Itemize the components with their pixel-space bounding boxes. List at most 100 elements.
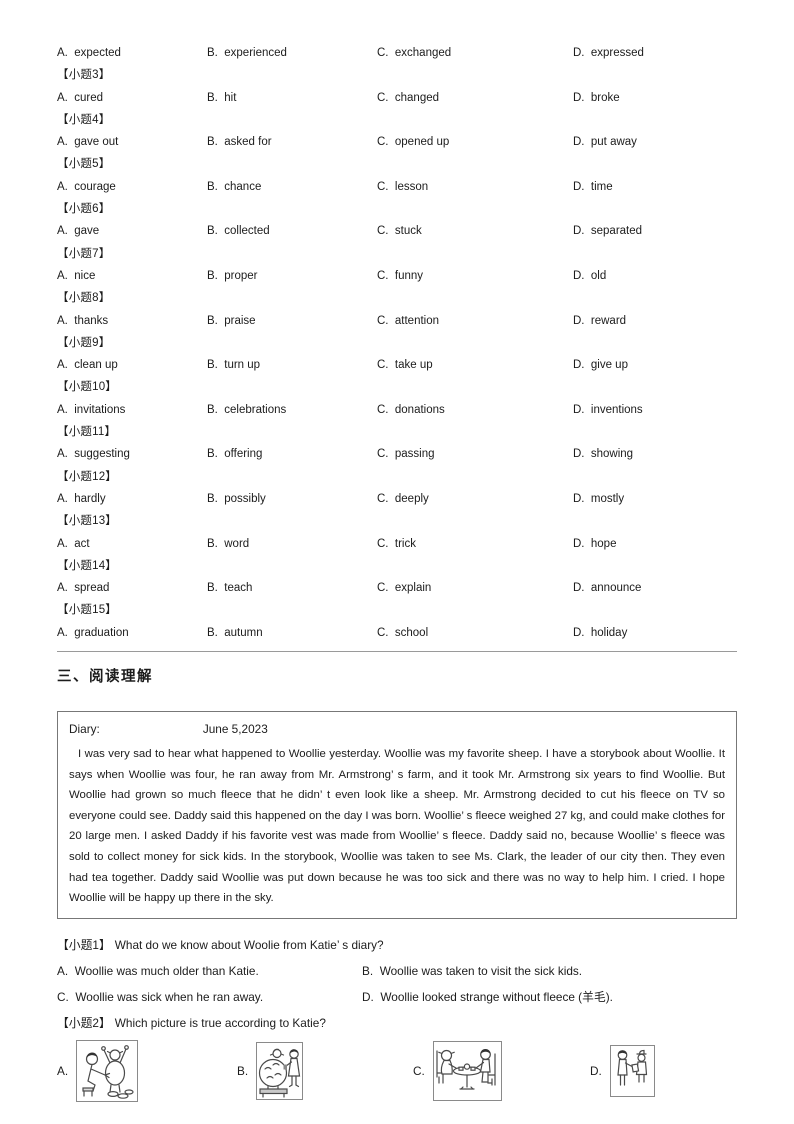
picture-option-b: B. (237, 1040, 413, 1102)
options-row: A. courage B. chance C. lesson D. time (57, 176, 737, 198)
question-number-label: 【小题12】 (57, 470, 117, 483)
option: A. cured (57, 91, 104, 104)
option-letter: C. (413, 1063, 425, 1078)
option: D. hope (573, 537, 617, 550)
diary-box: Diary: June 5,2023 I was very sad to hear… (57, 711, 737, 919)
option: A. graduation (57, 626, 129, 639)
question-number-label: 【小题8】 (57, 292, 111, 305)
option: C. passing (377, 448, 435, 461)
option: A. thanks (57, 314, 109, 327)
option: D. Woollie looked strange without fleece… (362, 989, 613, 1004)
option: B. collected (207, 225, 270, 238)
option-letter: A. (57, 1063, 69, 1078)
option: A. Woollie was much older than Katie. (57, 963, 259, 978)
option: D. separated (573, 225, 643, 238)
option: B. chance (207, 180, 262, 193)
reading-questions: 【小题1】 What do we know about Woolie from K… (57, 932, 737, 1102)
question-number-label: 【小题1】 (57, 937, 111, 952)
option: C. funny (377, 269, 424, 282)
option: D. put away (573, 136, 637, 149)
option: B. praise (207, 314, 256, 327)
options-row: A. expected B. experienced C. exchanged … (57, 42, 737, 64)
reading-question-2: 【小题2】 Which picture is true according to … (57, 1010, 737, 1036)
question-number-label: 【小题15】 (57, 604, 117, 617)
options-row: A. suggesting B. offering C. passing D. … (57, 443, 737, 465)
option: C. Woollie was sick when he ran away. (57, 989, 264, 1004)
picture-option-c: C. (413, 1040, 590, 1102)
question-number-label: 【小题5】 (57, 158, 111, 171)
diary-date: June 5,2023 (202, 722, 268, 737)
options-row: A. cured B. hit C. changed D. broke (57, 87, 737, 109)
option: A. gave (57, 225, 100, 238)
question-number-label: 【小题6】 (57, 203, 111, 216)
option: B. turn up (207, 359, 261, 372)
question-number-label: 【小题3】 (57, 69, 111, 82)
option: D. reward (573, 314, 627, 327)
option: D. showing (573, 448, 634, 461)
option: C. opened up (377, 136, 450, 149)
question-number-label: 【小题9】 (57, 336, 111, 349)
question-number-label: 【小题2】 (57, 1015, 111, 1030)
options-row: A. act B. word C. trick D. hope (57, 533, 737, 555)
option: B. Woollie was taken to visit the sick k… (362, 963, 583, 978)
option: C. explain (377, 582, 432, 595)
question-number-label: 【小题11】 (57, 426, 117, 439)
cloze-options-section: A. expected B. experienced C. exchanged … (57, 42, 737, 644)
option: B. asked for (207, 136, 272, 149)
option-letter: D. (590, 1063, 602, 1078)
options-row: A. gave out B. asked for C. opened up D.… (57, 131, 737, 153)
girl-shearing-sheep-drawing (76, 1039, 139, 1102)
option: A. nice (57, 269, 96, 282)
option: D. old (573, 269, 607, 282)
option: D. expressed (573, 47, 644, 59)
question-number-label: 【小题14】 (57, 559, 117, 572)
question-text: What do we know about Woolie from Katie’… (114, 937, 384, 952)
options-row: A. gave B. collected C. stuck D. separat… (57, 220, 737, 242)
diary-body-text: I was very sad to hear what happened to … (69, 748, 725, 905)
options-row: A. spread B. teach C. explain D. announc… (57, 577, 737, 599)
option: A. invitations (57, 403, 126, 416)
options-row: A. clean up B. turn up C. take up D. giv… (57, 354, 737, 376)
option: B. proper (207, 269, 258, 282)
option: C. exchanged (377, 47, 452, 59)
option: A. expected (57, 47, 121, 59)
option: A. act (57, 537, 90, 550)
option: C. lesson (377, 180, 429, 193)
question-text: Which picture is true according to Katie… (114, 1015, 326, 1030)
option: B. offering (207, 448, 263, 461)
section-divider (57, 651, 737, 653)
option: C. deeply (377, 492, 429, 505)
option: B. possibly (207, 492, 266, 505)
picture-option-d: D. (590, 1040, 737, 1102)
picture-option-a: A. (57, 1039, 237, 1102)
options-row: A. graduation B. autumn C. school D. hol… (57, 622, 737, 644)
section-title: 三、阅读理解 (57, 668, 153, 686)
option: D. inventions (573, 403, 643, 416)
option: A. spread (57, 582, 110, 595)
option: D. holiday (573, 626, 628, 639)
option: A. hardly (57, 492, 106, 505)
diary-header: Diary: June 5,2023 (69, 719, 725, 739)
option: C. changed (377, 91, 440, 104)
question-number-label: 【小题13】 (57, 515, 117, 528)
option: B. celebrations (207, 403, 287, 416)
option: C. attention (377, 314, 440, 327)
question-number-label: 【小题4】 (57, 113, 111, 126)
option: C. stuck (377, 225, 422, 238)
option: D. give up (573, 359, 628, 372)
option: C. take up (377, 359, 433, 372)
option-letter: B. (237, 1063, 249, 1078)
option: C. school (377, 626, 429, 639)
option: B. teach (207, 582, 253, 595)
option: B. hit (207, 91, 237, 104)
woman-with-dressed-lamb-drawing (609, 1044, 655, 1097)
option: B. word (207, 537, 250, 550)
diary-heading: Diary: (69, 722, 100, 737)
question-number-label: 【小题10】 (57, 381, 117, 394)
option: A. courage (57, 180, 116, 193)
option: A. gave out (57, 136, 119, 149)
options-row: A. invitations B. celebrations C. donati… (57, 399, 737, 421)
options-row: A. hardly B. possibly C. deeply D. mostl… (57, 488, 737, 510)
option: B. autumn (207, 626, 263, 639)
